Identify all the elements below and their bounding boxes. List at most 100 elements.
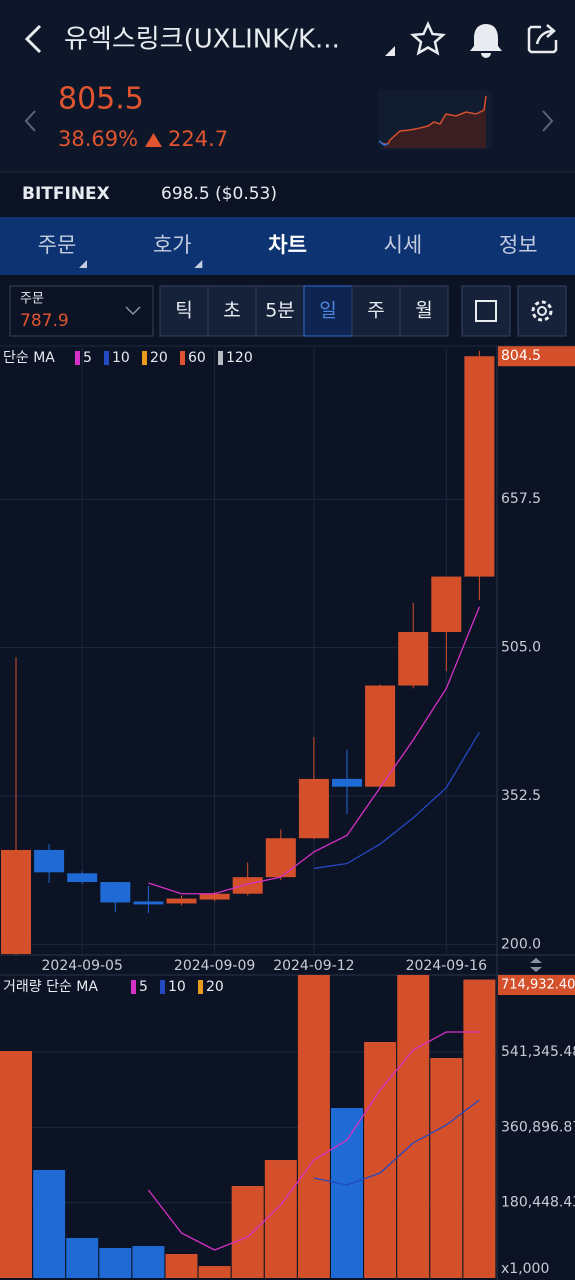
last-price-marker bbox=[498, 346, 575, 367]
y-tick-label: 360,896.873 bbox=[501, 1119, 575, 1135]
legend-label: 120 bbox=[226, 350, 253, 366]
order-label: 주문 bbox=[20, 292, 44, 307]
candle-body bbox=[431, 576, 462, 633]
tab[interactable]: 정보 bbox=[499, 233, 538, 257]
ma-line bbox=[147, 1031, 480, 1251]
legend-swatch bbox=[218, 351, 223, 365]
exchange-price: 698.5 ($0.53) bbox=[161, 184, 277, 204]
volume-bar bbox=[165, 1253, 198, 1278]
candle-body bbox=[298, 778, 329, 839]
ma-line bbox=[313, 1099, 480, 1186]
legend-swatch bbox=[160, 980, 165, 994]
legend-swatch bbox=[75, 351, 80, 365]
candle-body bbox=[232, 877, 263, 894]
volume-bar bbox=[397, 975, 430, 1278]
unit-label: x1,000 bbox=[501, 1261, 549, 1277]
next-button[interactable] bbox=[542, 110, 554, 132]
tab[interactable]: 호가 bbox=[153, 233, 192, 257]
candle-body bbox=[365, 685, 396, 787]
candle-body bbox=[133, 901, 164, 905]
candle-body bbox=[1, 849, 31, 955]
period-label: 초 bbox=[223, 300, 240, 322]
candle-body bbox=[464, 356, 495, 577]
candle-body bbox=[166, 898, 197, 904]
share-button[interactable] bbox=[527, 24, 558, 54]
candle-body bbox=[398, 632, 429, 686]
order-box[interactable] bbox=[9, 285, 154, 337]
y-tick-label: 180,448.437 bbox=[501, 1195, 575, 1211]
volume-bar bbox=[264, 1160, 297, 1278]
up-arrow bbox=[145, 133, 162, 147]
candle-body bbox=[265, 838, 296, 878]
y-tick-label: 505.0 bbox=[501, 640, 541, 656]
exchange-name: BITFINEX bbox=[22, 184, 110, 204]
tab-dropdown bbox=[194, 260, 203, 268]
change: 224.7 bbox=[168, 127, 228, 151]
volume-bar bbox=[231, 1185, 264, 1278]
legend-label: 5 bbox=[83, 350, 92, 366]
legend-title: 거래량 단순 MA bbox=[3, 979, 98, 995]
volume-bar bbox=[297, 975, 330, 1278]
legend-label: 5 bbox=[139, 979, 148, 995]
volume-bar bbox=[364, 1042, 397, 1278]
gear-center bbox=[537, 306, 547, 316]
prev-button[interactable] bbox=[24, 110, 36, 132]
alarm-button[interactable] bbox=[470, 24, 502, 58]
back-button[interactable] bbox=[24, 24, 42, 54]
gear-teeth bbox=[531, 300, 553, 322]
volume-bar bbox=[99, 1247, 132, 1278]
title-dropdown[interactable] bbox=[385, 46, 395, 56]
last-volume-marker bbox=[498, 975, 575, 995]
resize-handle[interactable] bbox=[530, 958, 542, 972]
period-button[interactable] bbox=[159, 285, 209, 337]
candle-body bbox=[100, 882, 131, 903]
order-value: 787.9 bbox=[20, 311, 69, 331]
y-tick-label: 657.5 bbox=[501, 491, 541, 507]
legend-swatch bbox=[131, 980, 136, 994]
tab[interactable]: 주문 bbox=[38, 233, 77, 257]
period-button[interactable] bbox=[351, 285, 401, 337]
ma-line bbox=[148, 606, 481, 895]
candle-body bbox=[332, 778, 362, 787]
last-price-label: 804.5 bbox=[501, 348, 541, 364]
legend-label: 10 bbox=[168, 979, 186, 995]
period-button[interactable] bbox=[207, 285, 257, 337]
x-tick-label: 2024-09-09 bbox=[174, 958, 255, 974]
legend-swatch bbox=[142, 351, 147, 365]
candle-body bbox=[67, 873, 98, 883]
legend-swatch bbox=[104, 351, 109, 365]
volume-bar bbox=[0, 1051, 32, 1278]
tab-dropdown bbox=[79, 260, 87, 268]
period-button[interactable] bbox=[399, 285, 449, 337]
legend-label: 60 bbox=[188, 350, 206, 366]
legend-label: 10 bbox=[112, 350, 130, 366]
tab[interactable]: 시세 bbox=[384, 233, 423, 257]
period-label: 틱 bbox=[175, 300, 192, 322]
ma-line bbox=[313, 731, 480, 870]
volume-bar bbox=[66, 1238, 99, 1278]
layout-button[interactable] bbox=[461, 285, 511, 337]
last-volume-label: 714,932.400 bbox=[501, 978, 575, 993]
y-tick-label: 352.5 bbox=[501, 788, 541, 804]
layout-icon bbox=[475, 300, 497, 322]
tab-bar bbox=[0, 217, 575, 275]
legend-title: 단순 MA bbox=[3, 350, 55, 366]
sparkline-area bbox=[384, 96, 486, 148]
order-dropdown[interactable] bbox=[125, 306, 141, 316]
period-label: 일 bbox=[319, 300, 336, 322]
settings-button[interactable] bbox=[517, 285, 567, 337]
period-label: 5분 bbox=[265, 300, 295, 322]
star-button[interactable] bbox=[409, 20, 447, 56]
volume-bar bbox=[463, 979, 496, 1278]
legend-swatch bbox=[198, 980, 203, 994]
sparkline-start bbox=[378, 140, 389, 146]
y-tick-label: 200.0 bbox=[501, 936, 541, 952]
title: 유엑스링크(UXLINK/K... bbox=[64, 25, 340, 55]
candle-body bbox=[34, 849, 65, 873]
x-tick-label: 2024-09-05 bbox=[42, 958, 123, 974]
tab[interactable]: 차트 bbox=[268, 233, 307, 257]
x-tick-label: 2024-09-12 bbox=[273, 958, 354, 974]
legend-label: 20 bbox=[206, 979, 224, 995]
